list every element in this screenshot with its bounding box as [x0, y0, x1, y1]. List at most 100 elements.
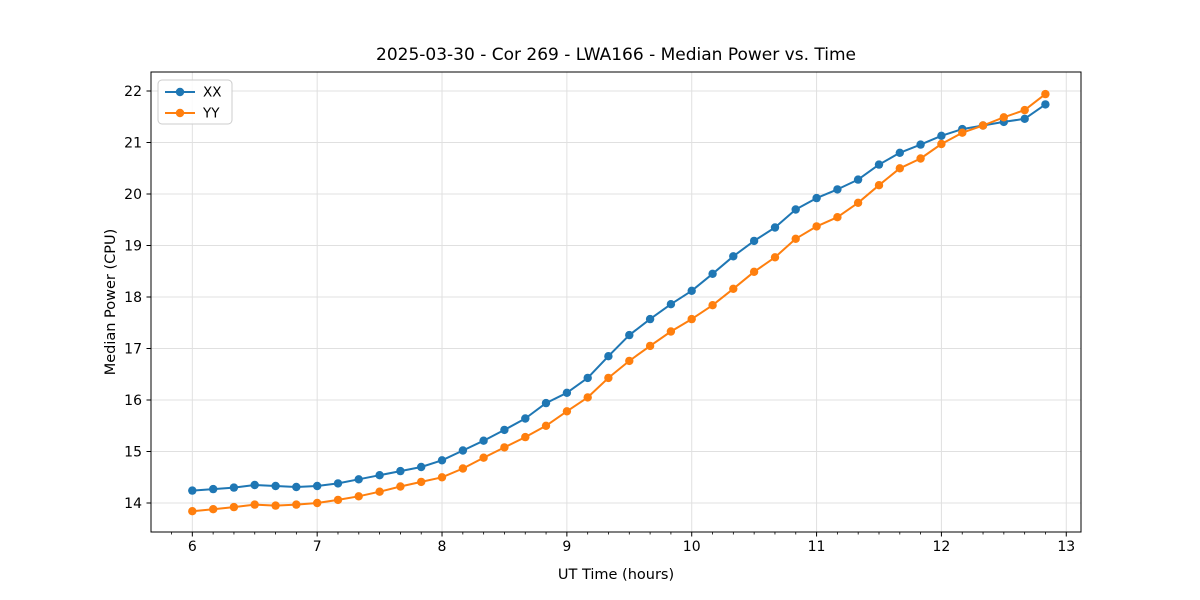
- data-point-xx: [354, 475, 363, 484]
- data-point-yy: [770, 253, 780, 262]
- y-tick-label: 22: [124, 84, 142, 100]
- legend-marker: [175, 87, 185, 97]
- data-point-yy: [1020, 105, 1029, 115]
- data-point-xx: [1041, 100, 1050, 109]
- data-point-xx: [625, 330, 634, 340]
- data-point-xx: [500, 425, 509, 435]
- data-point-yy: [583, 393, 592, 402]
- legend-marker: [175, 108, 185, 118]
- data-point-yy: [292, 500, 301, 509]
- data-point-xx: [562, 388, 572, 397]
- tick-labels: 6 7 8 9 10 11 12 13 14 15 16 17 18 19 20 21 22: [124, 84, 1075, 555]
- legend-label: YY: [202, 106, 220, 122]
- y-tick-label: 19: [124, 239, 142, 255]
- data-point-xx: [375, 471, 384, 480]
- data-point-yy: [874, 181, 884, 190]
- data-point-yy: [375, 487, 384, 496]
- plot-border: [150, 71, 1082, 533]
- grid-lines: [151, 72, 1081, 532]
- data-point-yy: [500, 443, 509, 452]
- y-tick-label: 15: [124, 445, 142, 461]
- data-point-xx: [895, 148, 904, 157]
- data-point-xx: [437, 456, 447, 465]
- data-point-yy: [749, 267, 759, 276]
- legend-entry-yy: YY: [165, 106, 220, 122]
- y-tick-label: 14: [124, 496, 142, 512]
- data-point-xx: [833, 185, 842, 194]
- data-point-yy: [562, 407, 572, 416]
- x-tick-label: 12: [933, 539, 951, 555]
- data-point-yy: [479, 453, 488, 462]
- data-point-xx: [708, 269, 717, 278]
- data-point-xx: [209, 484, 218, 494]
- data-point-xx: [604, 352, 613, 361]
- x-tick-label: 8: [438, 539, 447, 555]
- data-point-xx: [666, 300, 676, 309]
- axes: [146, 71, 1082, 537]
- legend: XX YY: [157, 79, 233, 125]
- y-tick-label: 18: [124, 290, 142, 306]
- data-point-xx: [749, 236, 759, 246]
- data-point-xx: [541, 398, 551, 408]
- data-point-xx: [853, 175, 863, 184]
- data-point-yy: [708, 301, 717, 310]
- data-point-yy: [417, 477, 426, 487]
- y-tick-label: 17: [124, 342, 142, 358]
- data-point-xx: [812, 193, 821, 203]
- data-point-yy: [791, 234, 800, 243]
- data-point-yy: [937, 139, 946, 149]
- y-axis-label: Median Power (CPU): [103, 229, 119, 376]
- data-point-yy: [853, 198, 863, 207]
- data-point-yy: [437, 473, 447, 482]
- data-point-yy: [396, 482, 405, 491]
- data-point-yy: [604, 373, 613, 383]
- data-point-yy: [645, 341, 655, 351]
- legend-label: XX: [203, 85, 222, 101]
- data-point-yy: [229, 502, 239, 512]
- data-point-yy: [666, 327, 676, 336]
- data-point-xx: [313, 481, 322, 491]
- chart-title: 2025-03-30 - Cor 269 - LWA166 - Median P…: [376, 45, 856, 65]
- data-point-yy: [833, 213, 842, 222]
- data-point-xx: [1020, 114, 1029, 124]
- data-point-yy: [271, 501, 280, 510]
- data-point-xx: [479, 436, 488, 445]
- data-point-yy: [958, 128, 967, 137]
- data-point-yy: [521, 432, 530, 442]
- data-point-yy: [188, 507, 197, 516]
- data-point-xx: [417, 462, 426, 472]
- x-tick-label: 11: [808, 539, 826, 555]
- data-point-xx: [874, 160, 884, 169]
- data-point-yy: [354, 492, 363, 501]
- x-tick-label: 9: [562, 539, 571, 555]
- data-point-yy: [458, 464, 468, 473]
- data-point-yy: [541, 421, 551, 430]
- data-point-yy: [729, 284, 738, 293]
- data-point-xx: [333, 479, 343, 488]
- data-point-xx: [937, 131, 946, 140]
- data-point-yy: [895, 164, 904, 173]
- data-point-xx: [229, 483, 239, 492]
- data-point-xx: [250, 480, 259, 490]
- x-tick-label: 7: [313, 539, 322, 555]
- data-point-xx: [521, 414, 530, 423]
- data-point-yy: [625, 356, 634, 366]
- data-point-yy: [687, 314, 696, 324]
- data-point-xx: [770, 223, 780, 232]
- data-point-yy: [313, 498, 322, 508]
- data-point-xx: [916, 140, 925, 149]
- data-point-xx: [292, 482, 301, 492]
- data-point-xx: [271, 481, 280, 491]
- series-yy: [188, 89, 1050, 516]
- data-point-xx: [188, 486, 197, 495]
- x-tick-label: 13: [1057, 539, 1075, 555]
- data-point-yy: [978, 121, 988, 130]
- data-series: [188, 89, 1050, 516]
- legend-entry-xx: XX: [165, 85, 222, 101]
- data-point-yy: [999, 113, 1008, 122]
- data-point-xx: [729, 252, 738, 261]
- data-point-xx: [645, 314, 655, 324]
- data-point-xx: [583, 373, 592, 383]
